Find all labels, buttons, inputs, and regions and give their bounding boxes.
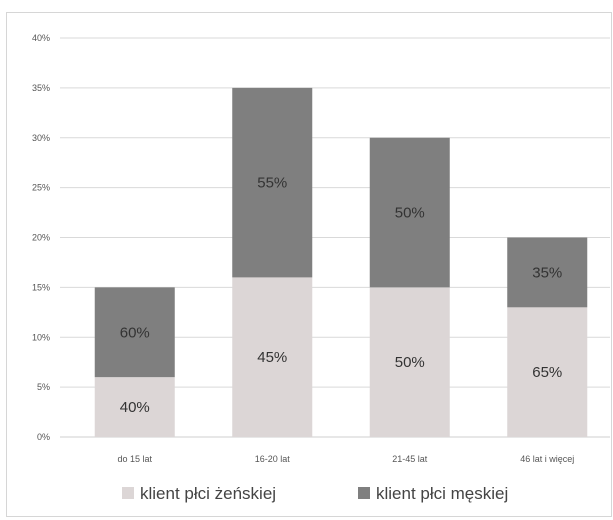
x-tick-label: do 15 lat <box>117 454 152 464</box>
data-label: 60% <box>120 324 150 341</box>
bar-segment <box>369 287 450 437</box>
bar-segment <box>507 307 588 437</box>
legend: klient płci żeńskiej klient płci męskiej <box>122 484 508 503</box>
bar-segment <box>232 277 313 437</box>
y-tick-label: 15% <box>32 282 50 292</box>
data-label: 50% <box>395 354 425 371</box>
data-label: 65% <box>532 364 562 381</box>
y-tick-label: 0% <box>37 432 50 442</box>
bar-segment <box>369 137 450 288</box>
legend-label: klient płci męskiej <box>376 484 508 503</box>
data-label: 55% <box>257 175 287 192</box>
y-tick-label: 40% <box>32 33 50 43</box>
y-tick-label: 30% <box>32 133 50 143</box>
x-tick-label: 21-45 lat <box>392 454 428 464</box>
x-tick-label: 46 lat i więcej <box>520 454 574 464</box>
data-label: 40% <box>120 399 150 416</box>
y-tick-label: 35% <box>32 83 50 93</box>
y-tick-label: 20% <box>32 233 50 243</box>
y-tick-label: 25% <box>32 183 50 193</box>
legend-swatch <box>122 487 134 499</box>
legend-label: klient płci żeńskiej <box>140 484 276 503</box>
legend-swatch <box>358 487 370 499</box>
bars: 40% 60% 45% 55% 50% 50% 65% 35% <box>94 87 588 437</box>
bar-segment <box>232 87 313 278</box>
y-tick-label: 5% <box>37 382 50 392</box>
y-axis-ticks: 0% 5% 10% 15% 20% 25% 30% 35% 40% <box>32 33 50 442</box>
bar-segment <box>507 237 588 308</box>
data-label: 50% <box>395 205 425 222</box>
data-label: 35% <box>532 264 562 281</box>
bar-segment <box>94 287 175 378</box>
y-tick-label: 10% <box>32 332 50 342</box>
bar-segment <box>94 377 175 437</box>
x-axis-ticks: do 15 lat 16-20 lat 21-45 lat 46 lat i więc… <box>117 454 574 464</box>
data-label: 45% <box>257 349 287 366</box>
x-tick-label: 16-20 lat <box>255 454 291 464</box>
